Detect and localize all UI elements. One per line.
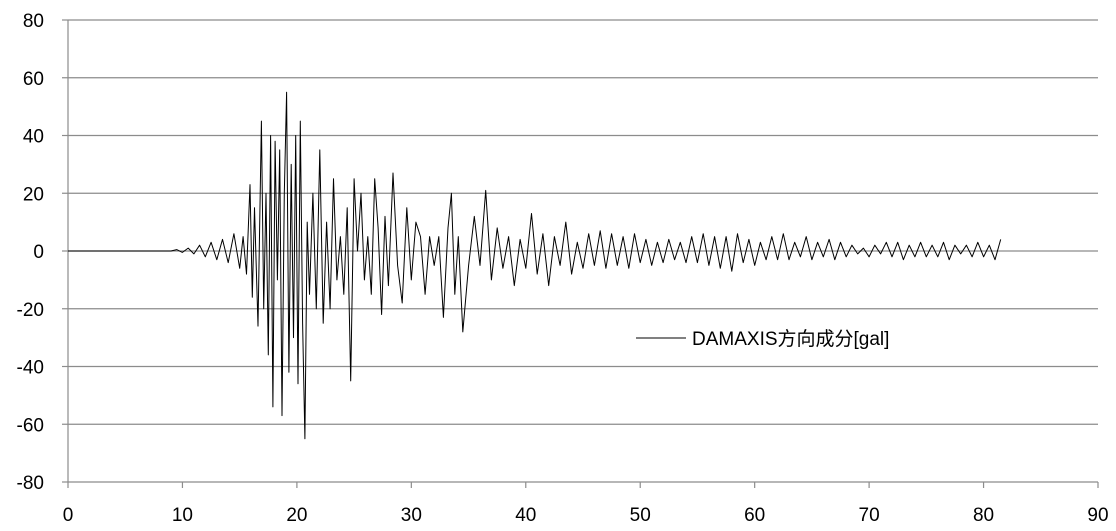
x-tick-labels: 0 10 20 30 40 50 60 70 80 90 xyxy=(63,505,1109,526)
series-layer xyxy=(68,91,1002,440)
x-tick-label: 0 xyxy=(63,505,74,526)
x-tick-label: 40 xyxy=(515,505,536,526)
y-tick-label: -80 xyxy=(17,473,44,494)
y-tick-labels: -80 -60 -40 -20 0 20 40 60 80 xyxy=(17,11,44,494)
y-tick-label: 20 xyxy=(23,184,44,205)
y-tick-label: -20 xyxy=(17,300,44,321)
y-tick-label: 0 xyxy=(33,242,44,263)
axis-layer xyxy=(62,19,1099,488)
series-line xyxy=(68,91,1002,440)
legend-label: DAMAXIS方向成分[gal] xyxy=(692,328,889,350)
y-tick-label: -40 xyxy=(17,358,44,379)
x-tick-label: 50 xyxy=(630,505,651,526)
y-tick-label: 40 xyxy=(23,127,44,148)
y-tick-label: 80 xyxy=(23,11,44,32)
x-tick-label: 90 xyxy=(1087,505,1108,526)
legend: DAMAXIS方向成分[gal] xyxy=(636,328,889,350)
x-tick-label: 10 xyxy=(172,505,193,526)
x-tick-label: 80 xyxy=(973,505,994,526)
y-tick-label: 60 xyxy=(23,69,44,90)
grid-layer xyxy=(68,19,1098,483)
y-tick-label: -60 xyxy=(17,415,44,436)
x-tick-label: 60 xyxy=(744,505,765,526)
x-tick-label: 70 xyxy=(859,505,880,526)
x-tick-label: 20 xyxy=(286,505,307,526)
x-tick-label: 30 xyxy=(401,505,422,526)
